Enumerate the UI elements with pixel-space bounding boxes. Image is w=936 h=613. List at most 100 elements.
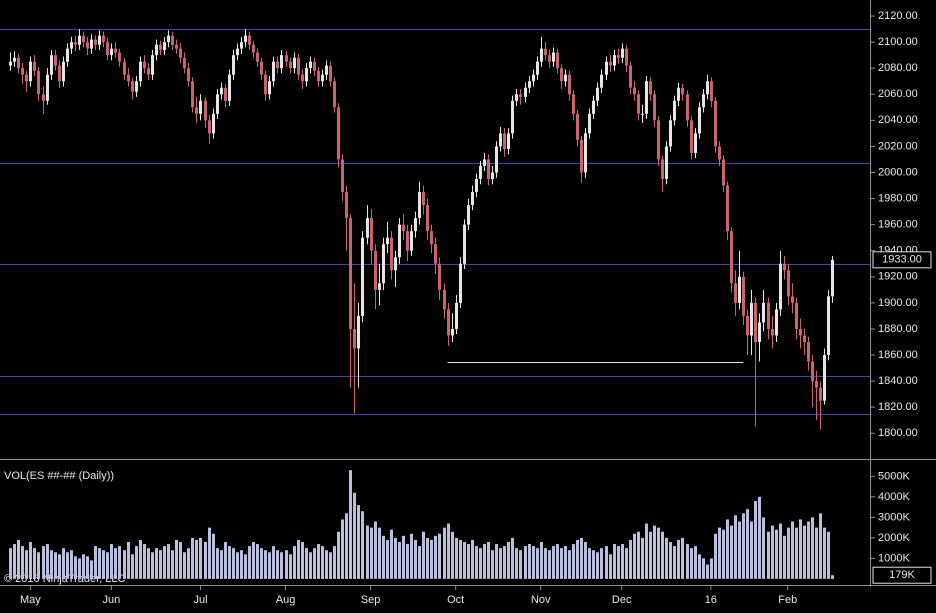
volume-bar <box>13 544 16 579</box>
volume-bar <box>443 527 446 579</box>
volume-bar <box>738 521 741 579</box>
volume-bar <box>564 546 567 579</box>
candle-body <box>795 302 798 329</box>
candle-body <box>248 35 251 45</box>
candle-body <box>163 42 166 50</box>
candle-body <box>702 94 705 108</box>
candle-body <box>799 328 802 336</box>
volume-bar <box>718 527 721 579</box>
candle-body <box>123 61 126 75</box>
candle-body <box>54 55 57 66</box>
candle-body <box>754 302 757 342</box>
volume-bar <box>74 556 77 579</box>
volume-bar <box>374 521 377 579</box>
candle-body <box>499 133 502 147</box>
candle-body <box>212 113 215 134</box>
volume-bar <box>236 552 239 579</box>
x-tick-label: Feb <box>778 594 797 606</box>
volume-bar <box>341 519 344 579</box>
candle-body <box>86 42 89 49</box>
volume-bar <box>653 525 656 579</box>
volume-bar <box>471 539 474 579</box>
candle-body <box>641 113 644 115</box>
candle-body <box>434 244 437 264</box>
candle-body <box>617 55 620 58</box>
candle-body <box>455 302 458 329</box>
volume-bar <box>625 548 628 579</box>
volume-bar <box>208 527 211 579</box>
candle-body <box>552 52 555 62</box>
volume-bar <box>54 552 57 579</box>
volume-bar <box>621 544 624 579</box>
y-tick-label: 1920.00 <box>878 271 918 283</box>
y-tick-label: 2020.00 <box>878 140 918 152</box>
candle-body <box>309 61 312 69</box>
volume-bar <box>702 558 705 579</box>
volume-bar <box>515 548 518 579</box>
y-tick-label: 1900.00 <box>878 297 918 309</box>
candle-body <box>690 120 693 153</box>
volume-bar <box>333 546 336 579</box>
candle-body <box>135 81 138 92</box>
volume-bar <box>657 527 660 579</box>
candle-body <box>742 276 745 316</box>
candle-body <box>46 74 49 101</box>
candle-body <box>390 237 393 271</box>
candle-body <box>657 120 660 160</box>
candle-body <box>726 185 729 232</box>
volume-bar <box>422 531 425 579</box>
volume-bar <box>82 554 85 579</box>
candle-body <box>264 74 267 95</box>
x-tick-label: 16 <box>705 594 717 606</box>
volume-bar <box>742 513 745 579</box>
candle-body <box>779 263 782 310</box>
candle-body <box>681 87 684 95</box>
volume-bar <box>353 492 356 579</box>
candle-body <box>758 322 761 342</box>
volume-bar <box>649 531 652 579</box>
candle-body <box>224 87 227 101</box>
volume-bar <box>771 525 774 579</box>
x-tick-label: Sep <box>361 594 381 606</box>
candle-body <box>297 57 300 75</box>
candle-body <box>471 192 474 206</box>
volume-bar <box>734 515 737 579</box>
candle-body <box>686 94 689 121</box>
volume-bar <box>831 575 834 579</box>
volume-bar <box>394 537 397 579</box>
candle-body <box>767 302 770 329</box>
volume-bar <box>98 548 101 579</box>
candle-body <box>398 224 401 258</box>
volume-bar <box>544 548 547 579</box>
volume-bar <box>588 548 591 579</box>
candle-body <box>418 192 421 219</box>
volume-bar <box>426 537 429 579</box>
last-value-box <box>872 251 932 269</box>
y-tick-label: 2040.00 <box>878 114 918 126</box>
volume-bar <box>495 544 498 579</box>
volume-bar <box>491 550 494 579</box>
volume-bar <box>86 556 89 579</box>
volume-bar <box>240 550 243 579</box>
candle-body <box>293 57 296 69</box>
candle-body <box>528 81 531 88</box>
candle-body <box>584 133 587 173</box>
volume-bar <box>434 535 437 579</box>
volume-bar <box>127 541 130 579</box>
candle-body <box>487 159 490 180</box>
candle-body <box>183 57 186 69</box>
volume-bar <box>613 544 616 579</box>
candle-body <box>564 74 567 82</box>
volume-bar <box>823 527 826 579</box>
volume-bar <box>212 533 215 579</box>
y-tick-label: 1800.00 <box>878 427 918 439</box>
volume-bar <box>386 539 389 579</box>
candle-body <box>386 237 389 245</box>
volume-bar <box>123 550 126 579</box>
volume-bar <box>706 564 709 579</box>
volume-bar <box>775 529 778 579</box>
candle-body <box>625 48 628 66</box>
candle-body <box>118 52 121 62</box>
candle-body <box>532 74 535 82</box>
volume-bar <box>430 539 433 579</box>
